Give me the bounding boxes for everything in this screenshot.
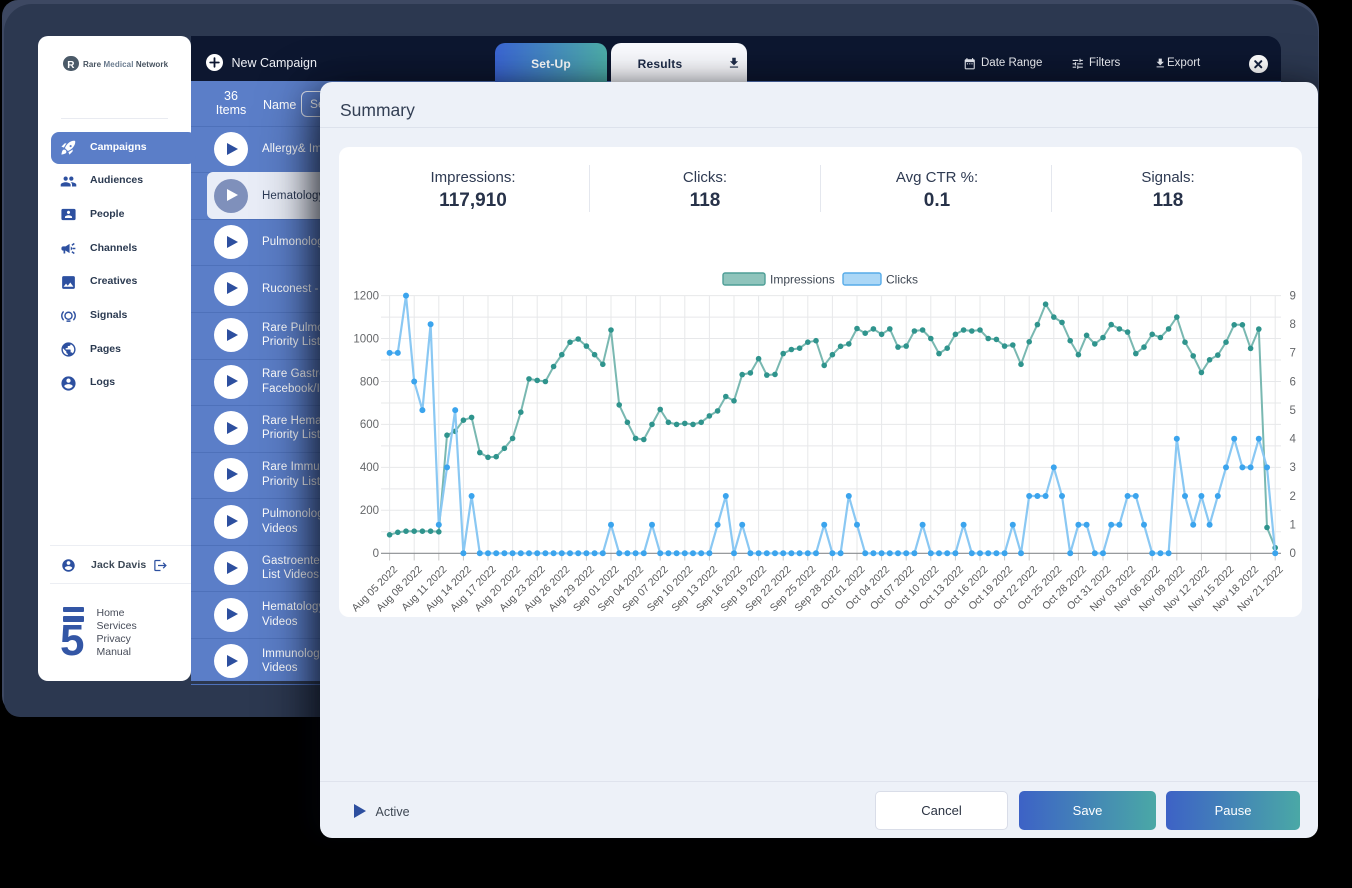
svg-text:400: 400 (360, 462, 379, 474)
svg-text:Impressions: Impressions (770, 273, 835, 287)
svg-text:6: 6 (1290, 376, 1296, 388)
svg-text:8: 8 (1290, 319, 1296, 331)
svg-text:Clicks: Clicks (886, 273, 918, 287)
svg-text:9: 9 (1290, 290, 1296, 302)
svg-text:0: 0 (373, 548, 379, 560)
svg-text:R: R (67, 59, 75, 70)
svg-text:4: 4 (1290, 434, 1297, 446)
svg-text:800: 800 (360, 376, 379, 388)
svg-text:7: 7 (1290, 348, 1296, 360)
svg-text:2: 2 (1290, 491, 1296, 503)
svg-text:5: 5 (1290, 405, 1296, 417)
svg-text:600: 600 (360, 419, 379, 431)
svg-text:3: 3 (1290, 462, 1296, 474)
svg-text:200: 200 (360, 505, 379, 517)
svg-text:0: 0 (1290, 548, 1296, 560)
svg-text:1: 1 (1290, 520, 1296, 532)
svg-text:1200: 1200 (353, 290, 379, 302)
svg-text:1000: 1000 (353, 333, 379, 345)
